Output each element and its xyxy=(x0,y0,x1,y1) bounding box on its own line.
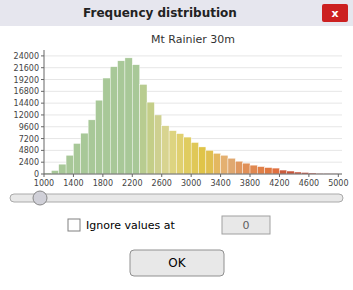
x-tick-label: 2600 xyxy=(152,179,172,188)
bar xyxy=(110,67,117,174)
bar xyxy=(221,155,228,174)
x-tick xyxy=(44,174,45,177)
x-tick-label: 1400 xyxy=(63,179,83,188)
bar xyxy=(191,143,198,174)
x-tick xyxy=(308,174,309,177)
x-tick xyxy=(191,174,192,177)
y-tick-label: 14400 xyxy=(14,99,39,108)
x-axis xyxy=(44,174,342,175)
bar xyxy=(184,137,191,174)
y-tick-label: 24000 xyxy=(14,52,39,61)
grid-line xyxy=(44,103,342,104)
bar xyxy=(118,61,125,174)
x-tick-label: 2200 xyxy=(122,179,142,188)
chart: Frequency distribution x Mt Rainier 30m 0 24… xyxy=(0,0,353,290)
y-tick-label: 2400 xyxy=(19,158,39,167)
bar xyxy=(162,126,169,174)
bar xyxy=(176,134,183,174)
slider-track[interactable] xyxy=(10,194,343,202)
x-tick xyxy=(220,174,221,177)
x-tick-label: 3800 xyxy=(240,179,260,188)
x-tick-label: 3000 xyxy=(181,179,201,188)
x-tick xyxy=(73,174,74,177)
bar xyxy=(140,84,147,174)
bar xyxy=(59,164,66,174)
bar xyxy=(206,150,213,174)
grid-line xyxy=(44,91,342,92)
x-tick xyxy=(102,174,103,177)
grid xyxy=(44,56,342,174)
close-label[interactable]: x xyxy=(331,7,338,20)
bars xyxy=(44,58,338,174)
title-bar xyxy=(0,0,353,26)
grid-line xyxy=(44,114,342,115)
dialog-background xyxy=(0,0,353,290)
checkbox[interactable] xyxy=(68,219,80,231)
x-tick-label: 1000 xyxy=(34,179,54,188)
bar xyxy=(169,131,176,174)
y-tick-label: 4800 xyxy=(19,146,39,155)
bar xyxy=(96,100,103,174)
x-tick xyxy=(338,174,339,177)
y-tick-label: 21600 xyxy=(14,64,39,73)
input-value[interactable]: 0 xyxy=(243,219,250,232)
bar xyxy=(228,158,235,174)
x-tick xyxy=(161,174,162,177)
x-tick xyxy=(279,174,280,177)
ok-label[interactable]: OK xyxy=(168,256,186,270)
y-tick-label: 16800 xyxy=(14,87,39,96)
bar xyxy=(147,102,154,174)
bar xyxy=(272,168,279,174)
input-box[interactable] xyxy=(222,216,270,234)
bar xyxy=(279,170,286,174)
title: Frequency distribution xyxy=(83,6,237,20)
bar xyxy=(235,161,242,174)
bar xyxy=(250,165,257,174)
x-tick-label: 4200 xyxy=(269,179,289,188)
bar xyxy=(265,168,272,174)
bar xyxy=(213,153,220,174)
x-tick-label: 3400 xyxy=(210,179,230,188)
bar xyxy=(257,167,264,174)
y-tick-label: 7200 xyxy=(19,135,39,144)
close-button[interactable] xyxy=(322,4,348,22)
ok-button[interactable] xyxy=(130,250,224,276)
checkbox-label: Ignore values at xyxy=(86,219,175,232)
bar xyxy=(81,133,88,174)
bar xyxy=(154,115,161,174)
x-tick xyxy=(132,174,133,177)
x-tick-label: 1800 xyxy=(93,179,113,188)
bar xyxy=(243,163,250,174)
bar xyxy=(132,65,139,174)
y-tick-label: 12000 xyxy=(14,111,39,120)
subtitle: Mt Rainier 30m xyxy=(151,33,235,46)
slider-thumb[interactable] xyxy=(33,191,47,205)
x-tick xyxy=(250,174,251,177)
bar xyxy=(73,143,80,174)
x-tick-label: 4600 xyxy=(299,179,319,188)
grid-line xyxy=(44,55,342,56)
bar xyxy=(88,120,95,174)
bar xyxy=(199,147,206,174)
grid-line xyxy=(44,67,342,68)
grid-line xyxy=(44,79,342,80)
y-tick-label: 19200 xyxy=(14,76,39,85)
y-tick-label: 0 xyxy=(34,170,39,179)
bar xyxy=(125,58,132,174)
bar xyxy=(103,78,110,174)
x-tick-label: 5000 xyxy=(328,179,348,188)
grid-line xyxy=(44,174,342,175)
y-tick-label: 9600 xyxy=(19,123,39,132)
bar xyxy=(51,171,58,174)
bar xyxy=(66,155,73,174)
y-axis xyxy=(44,50,45,174)
